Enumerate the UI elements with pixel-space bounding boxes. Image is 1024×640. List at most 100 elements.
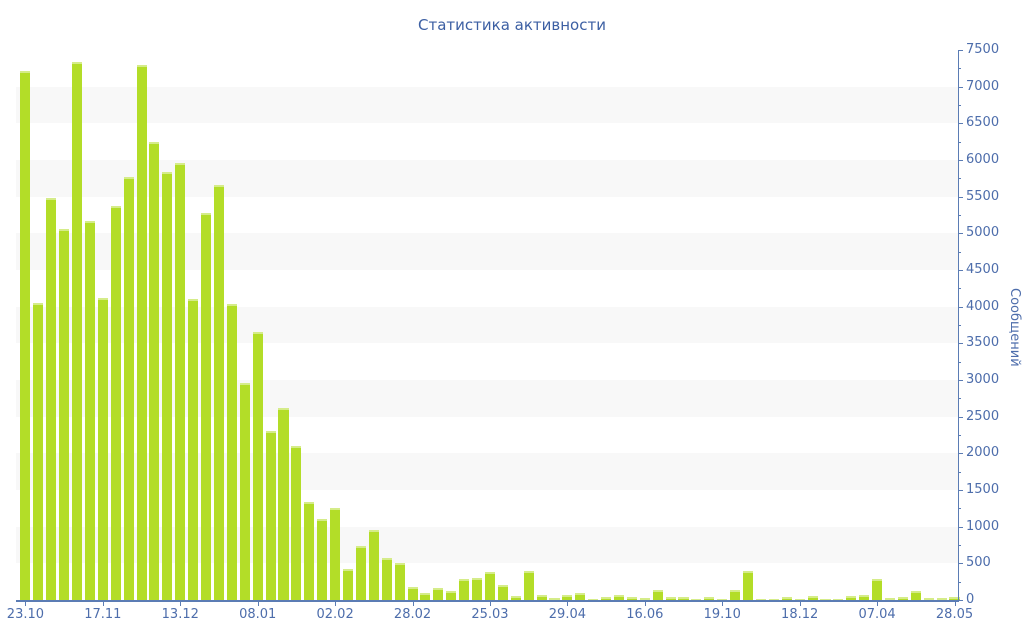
activity-bar[interactable] bbox=[588, 598, 599, 600]
activity-bar[interactable] bbox=[72, 62, 83, 600]
y-axis-tick bbox=[958, 325, 961, 326]
y-axis-tick bbox=[958, 581, 961, 583]
activity-bar[interactable] bbox=[446, 591, 457, 600]
y-axis-tick bbox=[958, 435, 961, 436]
y-axis-tick bbox=[958, 178, 961, 180]
y-tick-label: 5500 bbox=[966, 188, 1000, 204]
y-axis-tick bbox=[958, 141, 961, 143]
activity-bar[interactable] bbox=[872, 579, 883, 600]
activity-bar[interactable] bbox=[265, 430, 276, 600]
activity-bar[interactable] bbox=[239, 382, 250, 600]
activity-bar[interactable] bbox=[355, 546, 366, 600]
y-axis-tick bbox=[958, 196, 963, 198]
y-axis bbox=[958, 50, 959, 602]
activity-bar[interactable] bbox=[123, 176, 134, 600]
y-axis-tick bbox=[958, 380, 963, 381]
activity-bar[interactable] bbox=[304, 501, 315, 600]
activity-bar[interactable] bbox=[59, 228, 70, 600]
activity-bar[interactable] bbox=[136, 64, 147, 600]
activity-bar[interactable] bbox=[884, 597, 896, 600]
activity-bar[interactable] bbox=[678, 597, 689, 600]
activity-bar[interactable] bbox=[149, 142, 160, 600]
activity-bar[interactable] bbox=[342, 569, 354, 600]
grid-band bbox=[16, 453, 958, 490]
y-tick-label: 3000 bbox=[966, 372, 1000, 387]
activity-bar[interactable] bbox=[704, 597, 715, 600]
activity-bar[interactable] bbox=[652, 590, 663, 600]
activity-bar[interactable] bbox=[213, 184, 224, 600]
activity-bar[interactable] bbox=[523, 570, 534, 600]
grid-band bbox=[16, 380, 958, 417]
activity-bar[interactable] bbox=[84, 220, 95, 600]
activity-bar[interactable] bbox=[755, 598, 766, 600]
activity-bar[interactable] bbox=[20, 70, 31, 600]
y-tick-label: 7500 bbox=[966, 42, 1000, 57]
x-axis-tick bbox=[412, 602, 414, 606]
activity-bar[interactable] bbox=[291, 446, 302, 600]
activity-bar[interactable] bbox=[794, 598, 805, 600]
y-tick-label: 2500 bbox=[966, 408, 1000, 424]
activity-bar[interactable] bbox=[510, 595, 521, 600]
activity-bar[interactable] bbox=[743, 571, 754, 600]
activity-bar[interactable] bbox=[639, 597, 650, 600]
activity-bar[interactable] bbox=[781, 596, 792, 600]
y-axis-tick bbox=[958, 398, 961, 400]
x-tick-label: 29.04 bbox=[548, 607, 586, 622]
activity-bar[interactable] bbox=[846, 595, 857, 600]
activity-bar[interactable] bbox=[859, 594, 870, 600]
grid-band bbox=[16, 160, 958, 197]
y-tick-label: 3500 bbox=[966, 335, 1000, 351]
activity-bar[interactable] bbox=[497, 585, 508, 600]
grid-band bbox=[16, 526, 958, 564]
activity-bar[interactable] bbox=[730, 590, 741, 600]
activity-bar[interactable] bbox=[188, 299, 199, 600]
activity-bar[interactable] bbox=[768, 598, 779, 600]
activity-bar[interactable] bbox=[394, 563, 405, 600]
activity-bar[interactable] bbox=[175, 162, 186, 600]
activity-bar[interactable] bbox=[536, 595, 547, 600]
activity-bar[interactable] bbox=[936, 597, 947, 600]
activity-bar[interactable] bbox=[368, 530, 379, 600]
activity-bar[interactable] bbox=[46, 198, 57, 600]
y-axis-tick bbox=[958, 508, 961, 510]
x-axis-tick bbox=[877, 602, 879, 606]
activity-bar[interactable] bbox=[381, 558, 392, 600]
activity-bar[interactable] bbox=[420, 592, 431, 600]
activity-bar[interactable] bbox=[562, 595, 573, 600]
activity-bar[interactable] bbox=[807, 595, 818, 600]
activity-bar[interactable] bbox=[665, 597, 676, 600]
activity-bar[interactable] bbox=[162, 171, 173, 600]
activity-bar[interactable] bbox=[97, 297, 108, 600]
activity-bar[interactable] bbox=[820, 598, 831, 600]
x-axis-tick bbox=[567, 602, 569, 606]
activity-bar[interactable] bbox=[110, 206, 121, 600]
activity-bar[interactable] bbox=[949, 596, 960, 600]
activity-bar[interactable] bbox=[278, 407, 289, 600]
activity-bar[interactable] bbox=[252, 332, 263, 600]
activity-bar[interactable] bbox=[407, 586, 418, 600]
activity-bar[interactable] bbox=[897, 596, 908, 600]
activity-bar[interactable] bbox=[201, 212, 212, 600]
activity-bar[interactable] bbox=[601, 596, 612, 600]
activity-bar[interactable] bbox=[691, 598, 702, 600]
x-axis-tick bbox=[257, 602, 259, 606]
activity-bar[interactable] bbox=[433, 587, 444, 600]
activity-bar[interactable] bbox=[226, 303, 237, 600]
activity-bar[interactable] bbox=[613, 594, 625, 600]
activity-bar[interactable] bbox=[717, 598, 728, 600]
activity-bar[interactable] bbox=[330, 508, 341, 600]
activity-bar[interactable] bbox=[459, 578, 470, 600]
activity-bar[interactable] bbox=[472, 578, 483, 600]
activity-bar[interactable] bbox=[833, 598, 844, 600]
x-axis-tick bbox=[489, 602, 491, 606]
activity-bar[interactable] bbox=[484, 572, 495, 600]
activity-bar[interactable] bbox=[549, 597, 560, 600]
y-axis-tick bbox=[958, 50, 963, 51]
activity-bar[interactable] bbox=[910, 591, 921, 600]
activity-bar[interactable] bbox=[317, 518, 328, 600]
activity-bar[interactable] bbox=[923, 598, 934, 600]
y-axis-tick bbox=[958, 600, 963, 601]
activity-bar[interactable] bbox=[33, 303, 44, 600]
activity-bar[interactable] bbox=[626, 596, 637, 600]
activity-bar[interactable] bbox=[575, 592, 586, 600]
